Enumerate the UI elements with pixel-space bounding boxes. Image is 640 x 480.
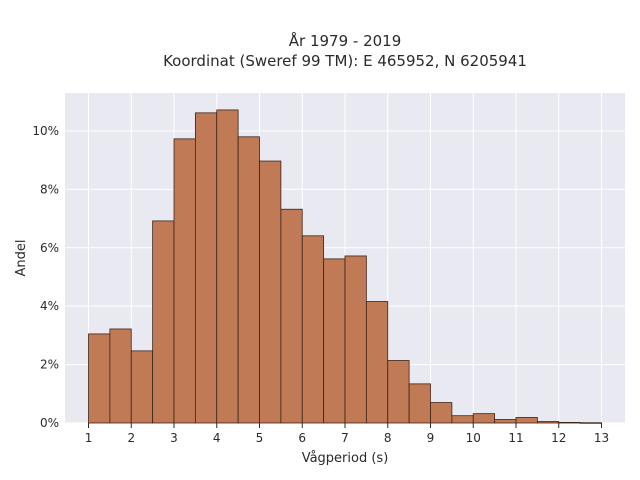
x-axis-label: Vågperiod (s) bbox=[302, 451, 389, 466]
chart-title: År 1979 - 2019 bbox=[289, 31, 402, 50]
histogram-bar bbox=[301, 235, 325, 424]
x-tick-label: 4 bbox=[213, 431, 221, 445]
histogram-bar bbox=[216, 109, 239, 424]
chart-subtitle: Koordinat (Sweref 99 TM): E 465952, N 62… bbox=[163, 52, 527, 70]
y-axis-ticks: 0% 2% 4% 6% 8% 10% bbox=[32, 124, 59, 430]
x-tick-label: 6 bbox=[298, 431, 306, 445]
y-tick-label: 6% bbox=[40, 241, 59, 255]
histogram-bar bbox=[237, 136, 260, 424]
histogram-bar bbox=[88, 333, 111, 424]
histogram-bar bbox=[130, 350, 154, 424]
histogram-bar bbox=[152, 220, 175, 424]
y-tick-label: 4% bbox=[40, 299, 59, 313]
histogram-bar bbox=[387, 360, 410, 424]
histogram-bar bbox=[579, 422, 602, 424]
histogram-bar bbox=[472, 413, 496, 424]
histogram-bar bbox=[430, 402, 453, 424]
x-tick-label: 9 bbox=[427, 431, 435, 445]
histogram-bar bbox=[365, 301, 389, 424]
histogram-bar bbox=[558, 422, 581, 424]
histogram-bar bbox=[109, 328, 132, 424]
x-tick-label: 11 bbox=[508, 431, 523, 445]
histogram-bar bbox=[344, 255, 367, 424]
x-tick-label: 12 bbox=[551, 431, 566, 445]
x-tick-label: 7 bbox=[341, 431, 349, 445]
histogram-bar bbox=[280, 208, 303, 424]
histogram-bar bbox=[173, 138, 196, 424]
x-tick-label: 10 bbox=[466, 431, 481, 445]
histogram-bar bbox=[494, 419, 517, 424]
bars bbox=[88, 109, 602, 424]
histogram-bar bbox=[408, 383, 431, 424]
x-tick-label: 1 bbox=[85, 431, 93, 445]
histogram-bar bbox=[451, 415, 474, 424]
x-tick-label: 8 bbox=[384, 431, 392, 445]
histogram-bar bbox=[536, 421, 560, 424]
histogram-bar bbox=[194, 112, 218, 424]
y-tick-label: 2% bbox=[40, 358, 59, 372]
x-tick-label: 3 bbox=[170, 431, 178, 445]
y-tick-label: 8% bbox=[40, 182, 59, 196]
histogram-bar bbox=[259, 160, 282, 424]
x-tick-label: 13 bbox=[594, 431, 609, 445]
x-axis-ticks: 1 2 3 4 5 6 7 8 9 10 11 12 13 bbox=[85, 423, 609, 445]
histogram-bar bbox=[323, 258, 346, 424]
y-axis-label: Andel bbox=[14, 240, 29, 277]
x-tick-label: 5 bbox=[256, 431, 264, 445]
x-tick-label: 2 bbox=[127, 431, 135, 445]
histogram-bar bbox=[515, 417, 538, 424]
y-tick-label: 10% bbox=[32, 124, 59, 138]
y-tick-label: 0% bbox=[40, 416, 59, 430]
